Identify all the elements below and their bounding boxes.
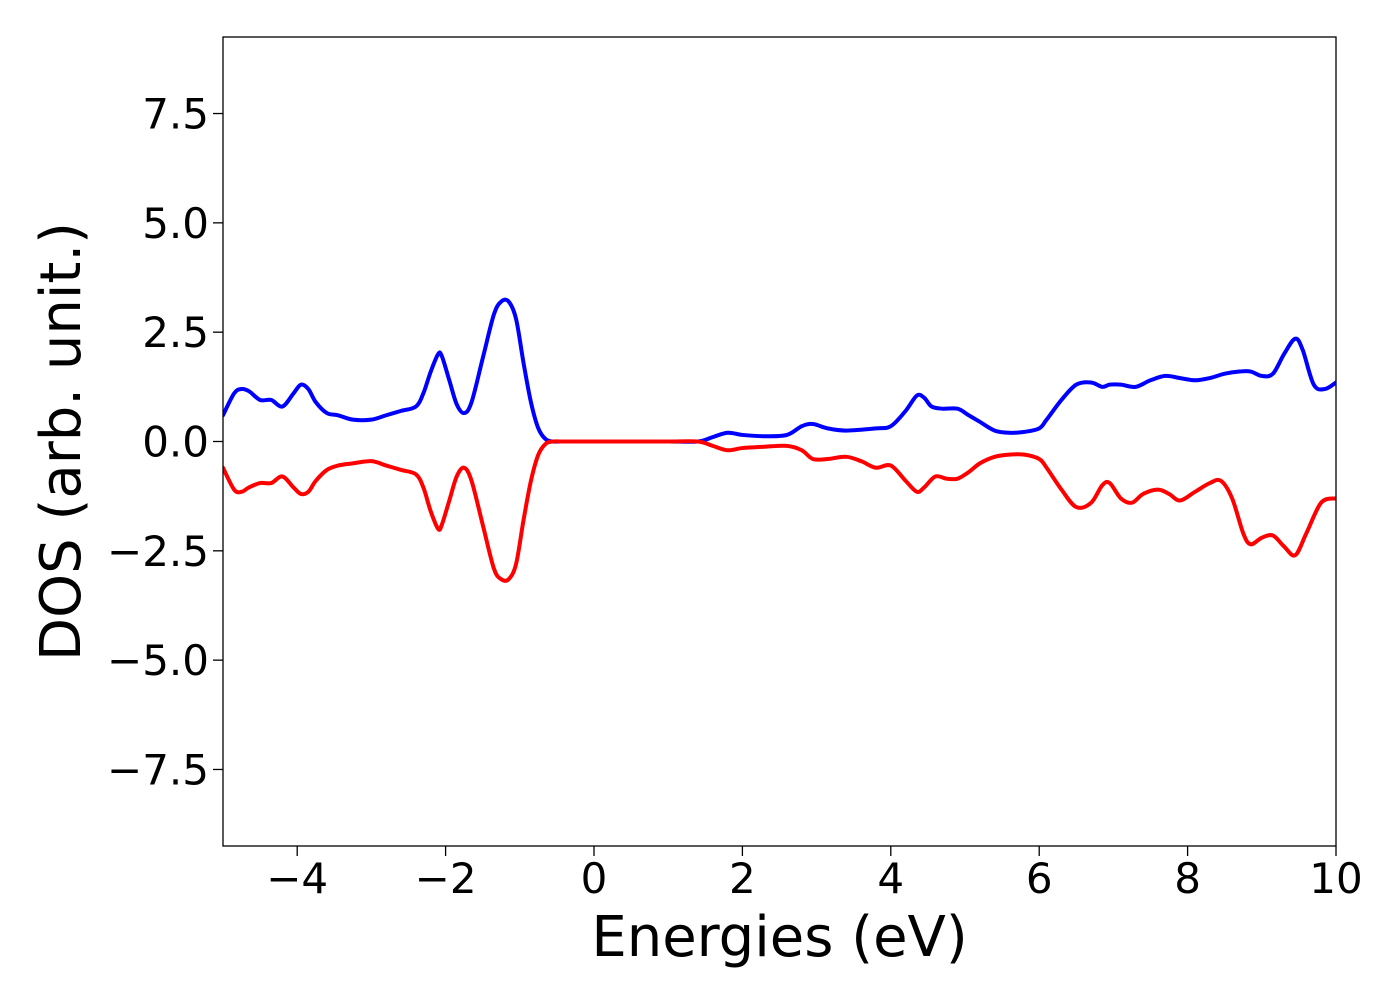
y-tick-label: −7.5 bbox=[107, 745, 209, 794]
x-tick-label: 2 bbox=[729, 854, 756, 903]
y-axis-ticks: 7.5 5.0 2.5 0.0 −2.5 −5.0 −7.5 bbox=[107, 90, 223, 794]
series-layer bbox=[223, 297, 1336, 583]
y-tick-label: 5.0 bbox=[142, 199, 209, 248]
x-axis-title: Energies (eV) bbox=[591, 905, 967, 970]
y-tick-label: 2.5 bbox=[142, 308, 209, 357]
x-tick-label: 4 bbox=[877, 854, 904, 903]
x-tick-label: −2 bbox=[415, 854, 477, 903]
x-tick-label: 6 bbox=[1026, 854, 1053, 903]
y-tick-label: −5.0 bbox=[107, 636, 209, 685]
x-tick-label: −4 bbox=[266, 854, 328, 903]
y-tick-label: 0.0 bbox=[142, 418, 209, 467]
dos-series-line-down bbox=[223, 439, 1336, 583]
x-tick-label: 0 bbox=[581, 854, 608, 903]
x-tick-label: 10 bbox=[1309, 854, 1362, 903]
y-tick-label: 7.5 bbox=[142, 90, 209, 139]
x-tick-label: 8 bbox=[1174, 854, 1201, 903]
dos-series-line-up bbox=[223, 297, 1336, 444]
x-axis-ticks: −4 −2 0 2 4 6 8 10 bbox=[266, 846, 1363, 903]
y-tick-label: −2.5 bbox=[107, 527, 209, 576]
y-axis-title: DOS (arb. unit.) bbox=[29, 222, 94, 661]
